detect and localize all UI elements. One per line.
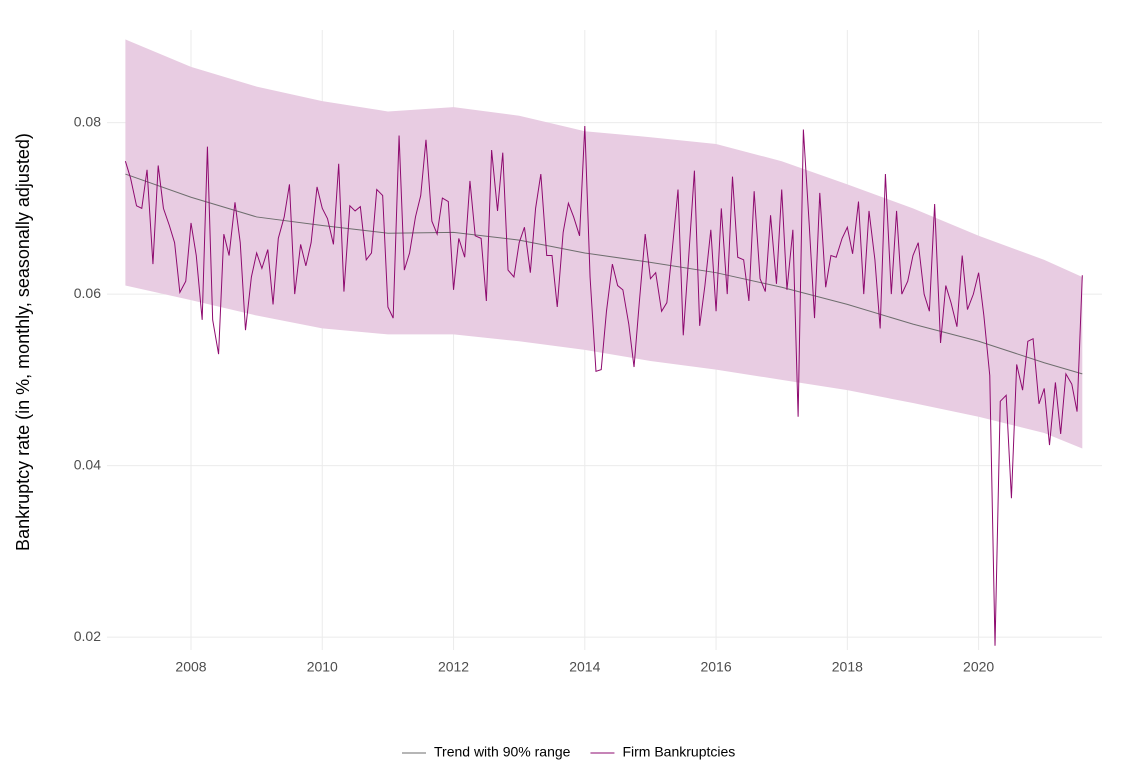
x-tick-label: 2018	[832, 659, 863, 675]
y-tick-label: 0.04	[74, 456, 101, 472]
legend-label: Trend with 90% range	[434, 744, 571, 760]
y-axis-label: Bankruptcy rate (in %, monthly, seasonal…	[13, 133, 33, 551]
y-tick-label: 0.08	[74, 113, 101, 129]
y-tick-label: 0.02	[74, 628, 101, 644]
x-tick-label: 2010	[307, 659, 338, 675]
series-line	[124, 126, 1083, 646]
y-tick-label: 0.06	[74, 285, 101, 301]
x-tick-label: 2016	[700, 659, 731, 675]
legend-label: Firm Bankruptcies	[622, 744, 735, 760]
x-tick-label: 2020	[963, 659, 994, 675]
x-tick-label: 2012	[438, 659, 469, 675]
x-tick-label: 2014	[569, 659, 600, 675]
range-band	[125, 39, 1083, 449]
series-line	[125, 173, 1083, 375]
x-tick-label: 2008	[175, 659, 206, 675]
